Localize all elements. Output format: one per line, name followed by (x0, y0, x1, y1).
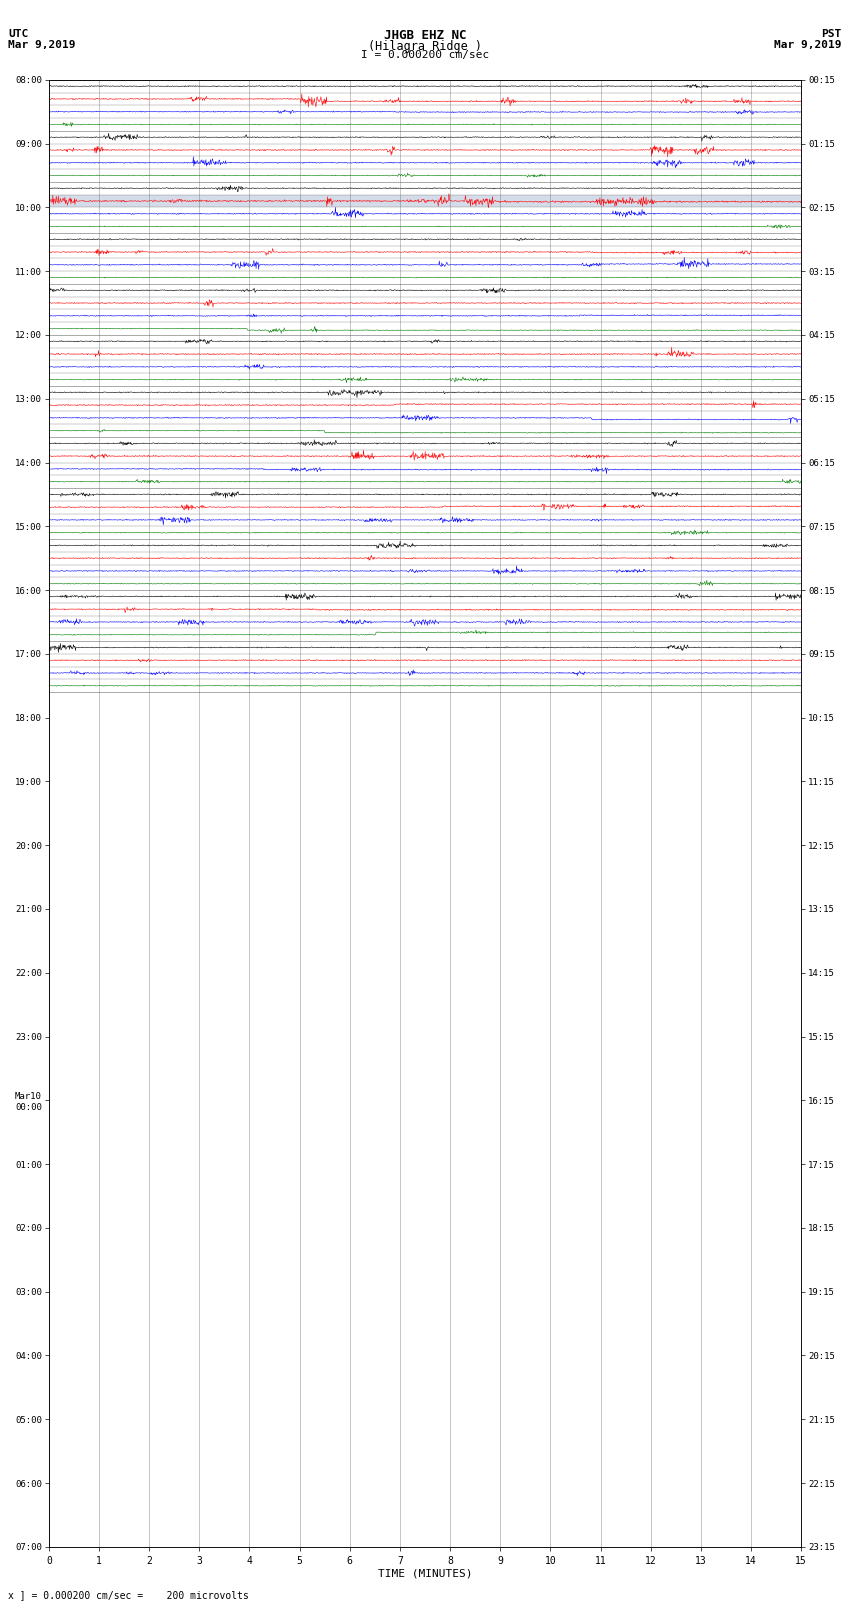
Text: UTC: UTC (8, 29, 29, 39)
Text: Mar 9,2019: Mar 9,2019 (774, 39, 842, 50)
Bar (48, 195, 802, 208)
X-axis label: TIME (MINUTES): TIME (MINUTES) (377, 1569, 473, 1579)
Text: Mar 9,2019: Mar 9,2019 (8, 39, 76, 50)
Text: (Hilagra Ridge ): (Hilagra Ridge ) (368, 39, 482, 53)
Text: x ] = 0.000200 cm/sec =    200 microvolts: x ] = 0.000200 cm/sec = 200 microvolts (8, 1590, 249, 1600)
Text: JHGB EHZ NC: JHGB EHZ NC (383, 29, 467, 42)
Text: I = 0.000200 cm/sec: I = 0.000200 cm/sec (361, 50, 489, 60)
Text: PST: PST (821, 29, 842, 39)
